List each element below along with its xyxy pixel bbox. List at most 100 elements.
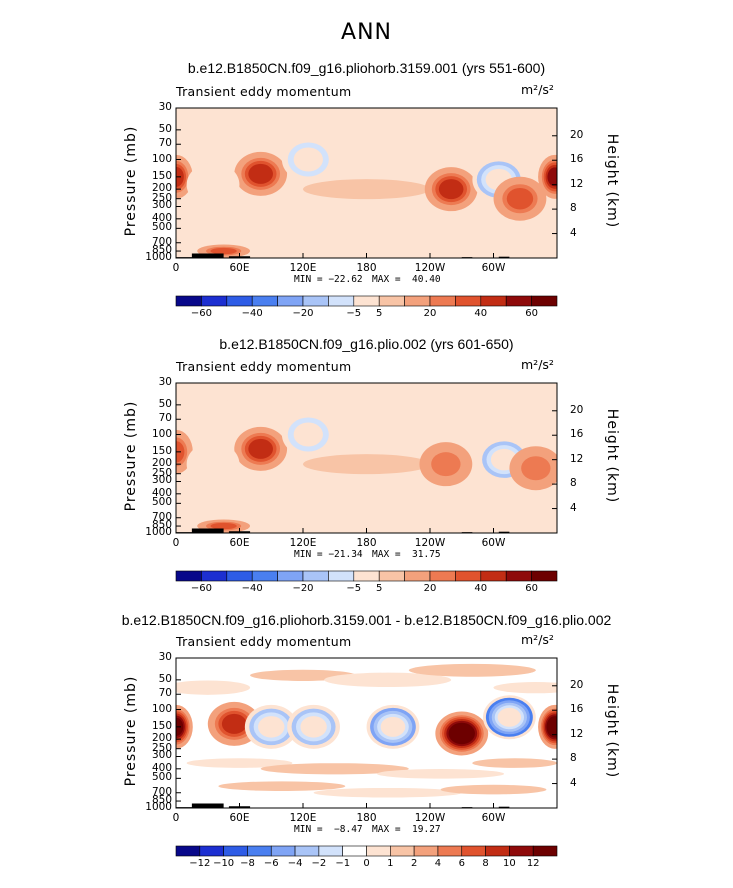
colorbar-label: 5 <box>376 308 383 319</box>
contour-patch <box>271 388 346 413</box>
colorbar-swatch <box>455 295 482 307</box>
contour-feature <box>547 167 557 187</box>
colorbar-swatch <box>328 570 355 582</box>
min-value: MIN = −21.34 <box>294 549 363 560</box>
colorbar-swatch <box>270 845 296 857</box>
lon-tick-label: 120W <box>414 537 446 549</box>
colorbar-swatch <box>429 570 456 582</box>
contour-patch <box>260 763 409 775</box>
contour-feature <box>210 522 237 530</box>
pressure-tick-label: 500 <box>151 221 172 234</box>
colorbar-swatch <box>247 845 272 857</box>
contour-patch <box>461 409 526 430</box>
colorbar-label: 10 <box>503 858 516 869</box>
colorbar-swatch <box>199 845 224 857</box>
contour-feature <box>293 147 323 172</box>
topography <box>191 528 224 533</box>
pressure-tick-label: 850 <box>151 519 172 532</box>
lon-tick-label: 120E <box>289 812 317 824</box>
lon-tick-label: 60E <box>229 537 250 549</box>
height-tick-label: 8 <box>570 477 577 490</box>
colorbar-label: −2 <box>311 858 327 869</box>
contour-patch <box>472 758 557 768</box>
colorbar-label: −12 <box>189 858 211 869</box>
pressure-tick-label: 70 <box>158 137 172 150</box>
colorbar-label: −1 <box>335 858 351 869</box>
height-tick-label: 20 <box>570 678 584 691</box>
colorbar-swatch <box>175 570 202 582</box>
pressure-tick-label: 700 <box>151 785 172 798</box>
pressure-tick-label: 100 <box>151 702 172 715</box>
colorbar-swatch <box>201 295 228 307</box>
colorbar-label: −40 <box>241 583 263 594</box>
pressure-tick-label: 30 <box>158 651 172 663</box>
lon-tick-label: 60E <box>229 812 250 824</box>
colorbar-label: −4 <box>287 858 303 869</box>
colorbar-swatch <box>302 570 329 582</box>
colorbar-swatch <box>413 845 439 857</box>
lon-tick-label: 120W <box>414 262 446 274</box>
pressure-tick-label: 300 <box>151 474 172 487</box>
contour-plot <box>175 107 558 259</box>
colorbar-swatch <box>480 570 507 582</box>
field-label: Transient eddy momentum <box>176 634 352 649</box>
unit-label: m²/s² <box>521 82 554 97</box>
panel-title: b.e12.B1850CN.f09_g16.plio.002 (yrs 601-… <box>219 336 514 352</box>
colorbar-swatch <box>505 570 532 582</box>
colorbar-label: −20 <box>292 583 314 594</box>
field-label: Transient eddy momentum <box>176 84 352 99</box>
topography <box>191 803 224 808</box>
contour-plot <box>175 657 558 809</box>
colorbar-swatch <box>226 570 253 582</box>
max-value: MAX = 40.40 <box>372 274 441 285</box>
colorbar-swatch <box>378 570 405 582</box>
height-tick-label: 4 <box>570 226 577 239</box>
lon-tick-label: 120W <box>414 812 446 824</box>
colorbar-swatch <box>223 845 248 857</box>
pressure-tick-label: 1000 <box>145 251 172 263</box>
lon-tick-label: 60E <box>229 262 250 274</box>
pressure-tick-label: 70 <box>158 412 172 425</box>
height-tick-label: 20 <box>570 128 584 141</box>
contour-patch <box>440 784 547 795</box>
colorbar-label: −10 <box>213 858 235 869</box>
contour-patch <box>260 491 388 516</box>
pressure-tick-label: 150 <box>151 719 172 732</box>
height-tick-label: 12 <box>570 452 584 465</box>
pressure-tick-label: 700 <box>151 510 172 523</box>
colorbar-label: 12 <box>526 858 540 869</box>
lon-tick-label: 120E <box>289 262 317 274</box>
colorbar-label: −5 <box>346 308 362 319</box>
pressure-tick-label: 250 <box>151 466 172 479</box>
colorbar-swatch <box>342 845 367 857</box>
colorbar-label: −60 <box>190 308 212 319</box>
colorbar-swatch <box>318 845 343 857</box>
contour-feature <box>431 452 461 477</box>
colorbar-swatch <box>251 570 278 582</box>
pressure-tick-label: 70 <box>158 687 172 700</box>
colorbar-label: 5 <box>376 583 383 594</box>
contour-feature <box>248 438 273 459</box>
contour-patch <box>176 202 240 235</box>
contour-feature <box>210 247 237 255</box>
contour-feature <box>248 163 273 184</box>
lon-tick-label: 0 <box>172 812 180 824</box>
colorbar-swatch <box>509 845 534 857</box>
pressure-tick-label: 200 <box>151 182 172 195</box>
colorbar-label: −20 <box>292 308 314 319</box>
contour-patch <box>303 454 430 475</box>
colorbar-swatch <box>277 570 304 582</box>
contour-patch <box>493 682 557 694</box>
height-tick-label: 12 <box>570 727 584 740</box>
lon-tick-label: 60W <box>481 537 506 549</box>
contour-patch <box>176 125 266 150</box>
height-tick-label: 8 <box>570 202 577 215</box>
contour-patch <box>324 672 452 688</box>
colorbar-swatch <box>390 845 415 857</box>
colorbar-swatch <box>437 845 463 857</box>
colorbar-swatch <box>277 295 304 307</box>
pressure-tick-label: 30 <box>158 101 172 113</box>
colorbar-swatch <box>328 295 355 307</box>
height-tick-label: 12 <box>570 177 584 190</box>
height-tick-label: 4 <box>570 501 577 514</box>
